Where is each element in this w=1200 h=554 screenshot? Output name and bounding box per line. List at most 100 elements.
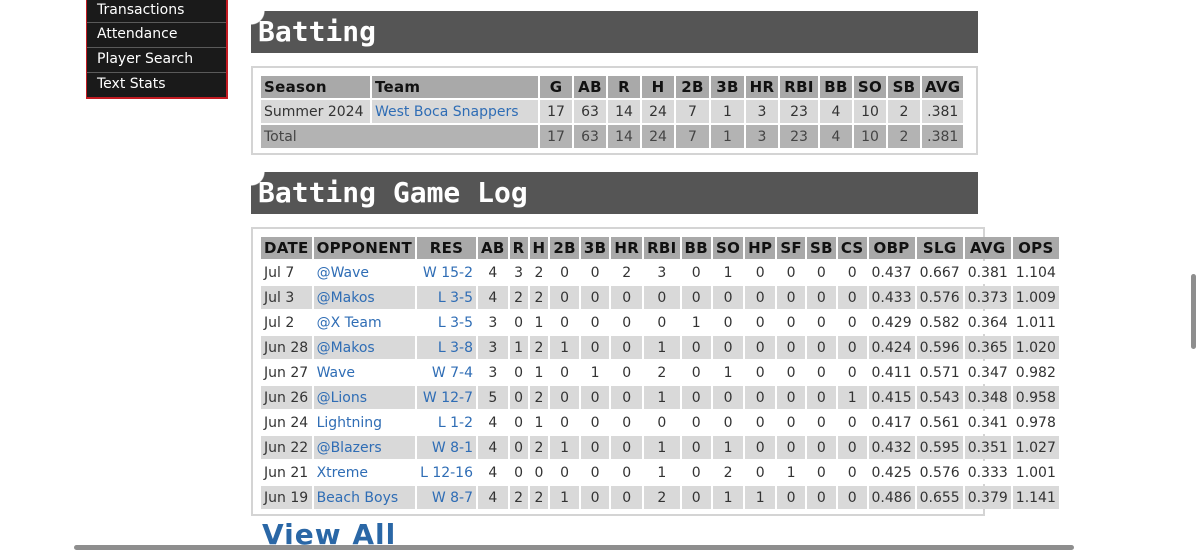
game-log-header-row: DATE OPPONENT RES AB R H 2B 3B HR RBI BB SO HP SF SB CS… [261,237,1059,259]
stat-cell: 0 [509,461,528,484]
result-link[interactable]: W 12-7 [417,386,476,409]
opponent-link[interactable]: Xtreme [313,461,416,484]
stat-cell: 3 [746,125,778,148]
nav-item-player-search[interactable]: Player Search [87,47,226,72]
nav-item-text-stats[interactable]: Text Stats [87,72,226,97]
date-cell: Jun 26 [261,386,312,409]
result-link[interactable]: L 3-8 [417,336,476,359]
stat-cell: 3 [478,336,508,359]
result-link[interactable]: L 12-16 [417,461,476,484]
stat-cell: 0 [806,311,836,334]
stat-cell: 0 [509,386,528,409]
stat-cell: 0 [509,436,528,459]
stat-cell: 1 [711,100,744,123]
stat-cell: 0 [713,286,744,309]
stat-cell: 2 [644,361,680,384]
opponent-link[interactable]: @Lions [313,386,416,409]
stat-cell: 4 [478,486,508,509]
stat-cell: 1.027 [1012,436,1059,459]
col-header: SLG [916,237,963,259]
stat-cell: 0.333 [964,461,1011,484]
stat-cell: 0 [806,436,836,459]
result-link[interactable]: W 15-2 [417,261,476,284]
team-link[interactable]: West Boca Snappers [372,100,538,123]
result-link[interactable]: L 3-5 [417,311,476,334]
stat-cell: 0.417 [868,411,915,434]
stat-cell: 0 [681,411,711,434]
stat-cell: 0 [837,336,867,359]
opponent-link[interactable]: @Makos [313,336,416,359]
result-link[interactable]: W 8-1 [417,436,476,459]
result-link[interactable]: W 8-7 [417,486,476,509]
opponent-link[interactable]: Lightning [313,411,416,434]
nav-item-transactions[interactable]: Transactions [97,2,185,18]
stat-cell: 3 [478,311,508,334]
vertical-scrollbar[interactable] [1191,274,1196,349]
stat-cell: 0 [611,486,643,509]
stat-cell: 0.595 [916,436,963,459]
stat-cell: 0 [806,361,836,384]
stat-cell: 1 [550,336,579,359]
stat-cell: 0 [529,461,549,484]
stat-cell: 0.379 [964,486,1011,509]
stat-cell: 0.432 [868,436,915,459]
table-row: Jun 27 Wave W 7-4 3 0 1 0 1 0 2 0 1 0 0 0 0 0.411 0.571 0.… [261,361,1059,384]
game-log-section-title: Batting Game Log [251,172,978,214]
stat-cell: 0 [611,361,643,384]
horizontal-scrollbar[interactable] [74,545,1074,550]
col-header: AVG [964,237,1011,259]
col-header: HR [611,237,643,259]
stat-cell: 63 [574,125,606,148]
result-link[interactable]: L 1-2 [417,411,476,434]
nav-item-attendance[interactable]: Attendance [87,22,226,47]
stat-cell: 2 [509,486,528,509]
col-header: Season [261,76,370,98]
stat-cell: 1 [713,261,744,284]
stat-cell: 0.982 [1012,361,1059,384]
stat-cell: 2 [529,261,549,284]
stat-cell: 0 [550,386,579,409]
col-header: SF [777,237,805,259]
stat-cell: 24 [642,125,674,148]
result-link[interactable]: W 7-4 [417,361,476,384]
opponent-link[interactable]: @Makos [313,286,416,309]
stat-cell: 0 [644,411,680,434]
stat-cell: 17 [540,125,572,148]
batting-table: Season Team G AB R H 2B 3B HR RBI BB SO … [259,74,965,150]
game-log-table: DATE OPPONENT RES AB R H 2B 3B HR RBI BB SO HP SF SB CS… [259,235,1061,511]
opponent-link[interactable]: @Wave [313,261,416,284]
stat-cell: 0 [509,411,528,434]
stat-cell: 0 [509,361,528,384]
table-row: Jun 19 Beach Boys W 8-7 4 2 2 1 0 0 2 0 1 1 0 0 0 0.486 0… [261,486,1059,509]
stat-cell: 4 [478,461,508,484]
stat-cell: 0.424 [868,336,915,359]
result-link[interactable]: L 3-5 [417,286,476,309]
stat-cell: 0 [837,311,867,334]
stat-cell: 0 [611,336,643,359]
col-header: SO [713,237,744,259]
stat-cell: 0 [837,411,867,434]
stat-cell: 0 [745,311,776,334]
stat-cell: 23 [780,125,818,148]
col-header: R [509,237,528,259]
stat-cell: 7 [676,125,709,148]
stat-cell: 0 [777,336,805,359]
table-row: Jun 21 Xtreme L 12-16 4 0 0 0 0 0 1 0 2 0 1 0 0 0.425 0.5… [261,461,1059,484]
stat-cell: 1 [644,461,680,484]
stat-cell: 0 [580,436,610,459]
opponent-link[interactable]: @Blazers [313,436,416,459]
opponent-link[interactable]: Beach Boys [313,486,416,509]
stat-cell: 2 [529,436,549,459]
stat-cell: 0.365 [964,336,1011,359]
date-cell: Jun 28 [261,336,312,359]
stat-cell: 1.141 [1012,486,1059,509]
stat-cell: 0.582 [916,311,963,334]
stat-cell: 4 [478,436,508,459]
stat-cell: 0 [681,461,711,484]
stat-cell: 0 [806,461,836,484]
stat-cell: 1 [550,436,579,459]
stat-cell: 1 [529,361,549,384]
opponent-link[interactable]: @X Team [313,311,416,334]
stat-cell: 0 [713,386,744,409]
opponent-link[interactable]: Wave [313,361,416,384]
